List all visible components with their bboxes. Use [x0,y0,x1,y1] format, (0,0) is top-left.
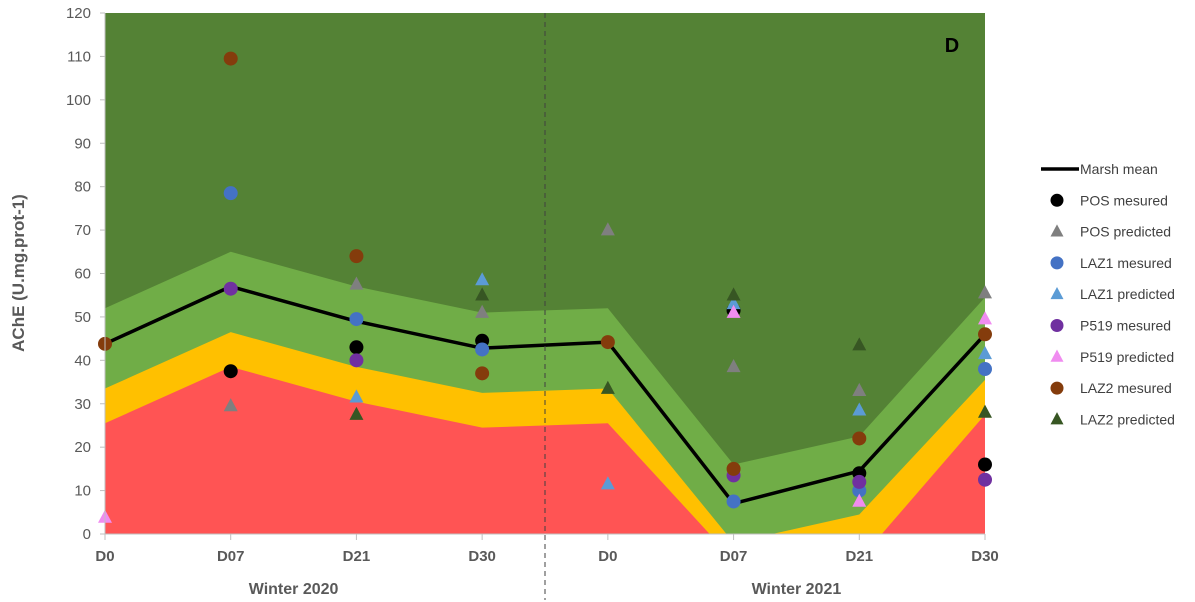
x-tick-label: D07 [720,548,748,565]
y-tick-label: 0 [83,526,91,543]
y-tick-label: 30 [74,396,91,413]
group-label: Winter 2021 [752,581,842,598]
y-tick-label: 10 [74,483,91,500]
point-laz1-predicted [852,402,867,416]
point-laz1-predicted [349,389,364,403]
point-laz2-predicted [726,287,741,301]
point-laz2-mesured [475,366,490,381]
point-pos-mesured [349,340,364,355]
y-tick-label: 40 [74,352,91,369]
legend: Marsh mean POS mesured POS predicted LAZ1 m… [1041,161,1175,427]
point-pos-predicted [349,276,364,290]
y-tick-label: 90 [74,135,91,152]
point-laz2-mesured [600,335,615,350]
y-tick-label: 70 [74,222,91,239]
axes: 0 10 20 30 40 50 60 70 80 90 100 110 120 D0 D07 D21 D30 D… [66,5,999,600]
point-laz1-mesured [978,362,992,377]
point-laz2-predicted [978,404,992,418]
point-laz1-predicted [978,346,992,360]
marsh-mean-line [104,284,987,506]
point-pos-predicted [223,398,238,412]
legend-swatch-laz1-predicted [1050,286,1064,300]
y-tick-label: 20 [74,439,91,456]
y-tick-label: 50 [74,309,91,326]
y-tick-label: 110 [67,48,91,65]
point-p519-mesured [852,474,867,489]
x-tick-label: D07 [217,548,245,565]
point-laz2-predicted [852,337,867,351]
point-p519-predicted [852,493,867,507]
point-pos-mesured [978,457,992,472]
y-tick-label: 80 [74,179,91,196]
y-tick-label: 120 [66,5,91,22]
legend-swatch-pos-mesured [1050,193,1064,207]
legend-swatch-pos-predicted [1050,224,1064,237]
legend-swatch-p519-predicted [1050,349,1064,362]
point-laz1-predicted [726,296,741,310]
point-pos-mesured [223,364,238,379]
point-p519-mesured [223,281,238,296]
point-pos-predicted [978,285,992,299]
point-laz2-mesured [726,461,741,476]
point-pos-predicted [475,304,490,318]
point-p519-predicted [726,304,741,318]
point-laz1-predicted [600,476,615,490]
legend-swatch-laz1-mesured [1050,256,1064,270]
legend-label-pos-mesured: POS mesured [1080,192,1168,208]
point-laz2-mesured [223,51,238,66]
legend-label-laz1-mesured: LAZ1 mesured [1080,255,1172,271]
legend-label-p519-mesured: P519 mesured [1080,318,1171,334]
x-tick-label: D0 [95,548,114,565]
point-laz1-mesured [726,494,741,509]
point-laz1-mesured [223,186,238,201]
y-tick-label: 100 [66,92,91,109]
panel-label: D [945,35,959,57]
y-axis-label: AChE (U.mg.prot-1) [9,194,28,352]
point-pos-predicted [600,222,615,236]
point-laz2-mesured [978,327,992,342]
legend-label-laz2-predicted: LAZ2 predicted [1080,411,1175,427]
legend-swatch-laz2-mesured [1050,381,1064,395]
point-laz2-mesured [852,431,867,446]
legend-swatch-p519-mesured [1050,319,1064,332]
point-laz2-predicted [600,380,615,394]
point-laz1-mesured [475,342,490,357]
x-tick-label: D0 [598,548,617,565]
band-red [105,366,985,534]
legend-label-marsh-mean: Marsh mean [1080,161,1158,177]
legend-label-pos-predicted: POS predicted [1080,224,1171,240]
legend-label-laz1-predicted: LAZ1 predicted [1080,286,1175,302]
data-points [98,51,992,523]
x-tick-label: D21 [343,548,371,565]
x-tick-label: D30 [468,548,496,565]
point-pos-predicted [852,382,867,397]
marsh-mean-polyline [104,284,987,506]
y-tick-label: 60 [74,266,91,283]
point-p519-mesured [978,472,992,487]
point-laz1-predicted [475,272,490,286]
point-p519-predicted [978,311,992,325]
group-label: Winter 2020 [249,581,339,598]
point-laz2-predicted [349,406,364,420]
legend-swatch-laz2-predicted [1050,412,1064,425]
point-laz2-mesured [349,249,364,264]
point-p519-mesured [349,353,364,368]
point-pos-predicted [726,359,741,373]
x-tick-label: D21 [846,548,874,565]
x-tick-label: D30 [971,548,999,565]
legend-label-p519-predicted: P519 predicted [1080,349,1174,365]
point-laz2-predicted [475,287,490,301]
point-laz1-mesured [349,312,364,327]
legend-label-laz2-mesured: LAZ2 mesured [1080,380,1172,396]
